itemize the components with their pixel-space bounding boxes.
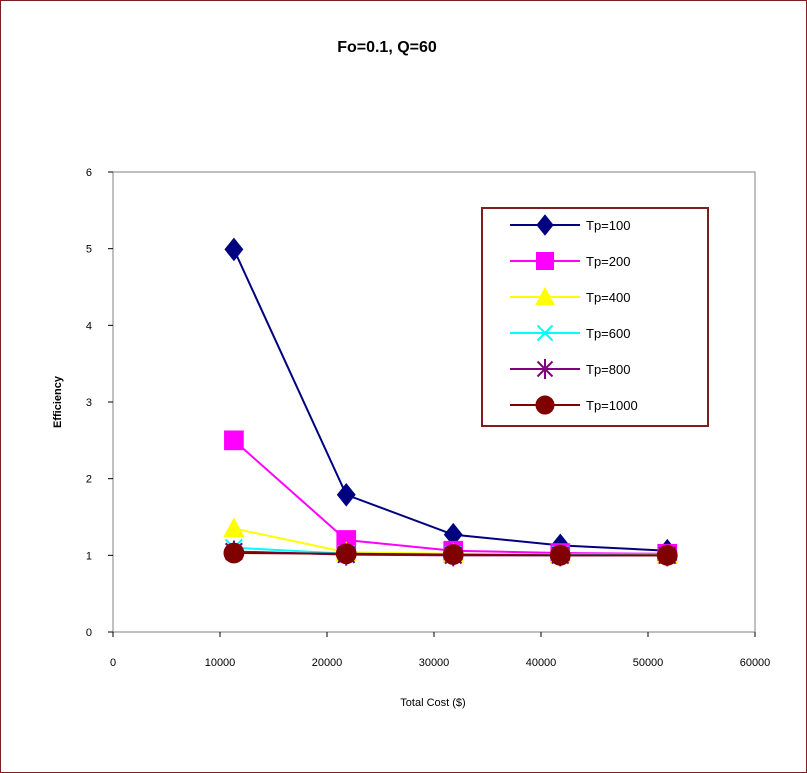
legend-entry: Tp=100 xyxy=(510,214,630,236)
y-axis-title: Efficiency xyxy=(52,375,64,428)
x-axis: 0 10000 20000 30000 40000 50000 60000 xyxy=(110,632,770,669)
y-tick-label: 6 xyxy=(86,167,92,179)
data-point xyxy=(223,517,245,538)
legend-entry: Tp=400 xyxy=(510,286,630,305)
data-point xyxy=(224,237,244,262)
legend-box xyxy=(481,207,709,427)
legend-marker xyxy=(536,359,554,379)
legend-label: Tp=200 xyxy=(586,254,630,269)
data-point xyxy=(549,544,571,566)
data-point xyxy=(656,544,678,566)
legend-entry: Tp=800 xyxy=(510,359,630,379)
legend-label: Tp=600 xyxy=(586,326,630,341)
y-tick-label: 3 xyxy=(86,397,92,409)
y-tick-label: 1 xyxy=(86,550,92,562)
legend-marker xyxy=(535,395,555,415)
legend-marker xyxy=(536,252,554,270)
y-tick-label: 4 xyxy=(86,320,92,332)
chart-title: Fo=0.1, Q=60 xyxy=(337,39,437,56)
x-axis-title: Total Cost ($) xyxy=(400,697,465,709)
x-tick-label: 60000 xyxy=(740,657,771,669)
legend-entry: Tp=600 xyxy=(510,324,630,342)
data-point xyxy=(336,482,356,507)
series-tp-1000 xyxy=(223,542,678,566)
series-layer xyxy=(223,237,679,567)
legend-marker xyxy=(535,286,555,305)
x-tick-label: 40000 xyxy=(526,657,557,669)
legend-marker xyxy=(536,324,554,342)
legend-label: Tp=400 xyxy=(586,290,630,305)
legend-label: Tp=100 xyxy=(586,218,630,233)
legend-entry: Tp=200 xyxy=(510,252,630,270)
y-axis: 0 1 2 3 4 5 6 xyxy=(86,167,113,639)
y-tick-label: 5 xyxy=(86,244,92,256)
data-point xyxy=(335,543,357,565)
data-point xyxy=(224,430,244,451)
legend-label: Tp=1000 xyxy=(586,398,638,413)
x-tick-label: 20000 xyxy=(312,657,343,669)
x-tick-label: 10000 xyxy=(205,657,236,669)
legend: Tp=100 Tp=200 Tp=400 Tp=600 Tp=800 Tp=1000 xyxy=(481,207,709,427)
legend-entry: Tp=1000 xyxy=(510,395,638,415)
data-point xyxy=(442,544,464,565)
x-tick-label: 0 xyxy=(110,657,116,669)
y-tick-label: 2 xyxy=(86,474,92,486)
legend-label: Tp=800 xyxy=(586,362,630,377)
x-tick-label: 50000 xyxy=(633,657,664,669)
x-tick-label: 30000 xyxy=(419,657,450,669)
y-tick-label: 0 xyxy=(86,627,92,639)
data-point xyxy=(223,542,245,564)
legend-marker xyxy=(536,214,554,236)
